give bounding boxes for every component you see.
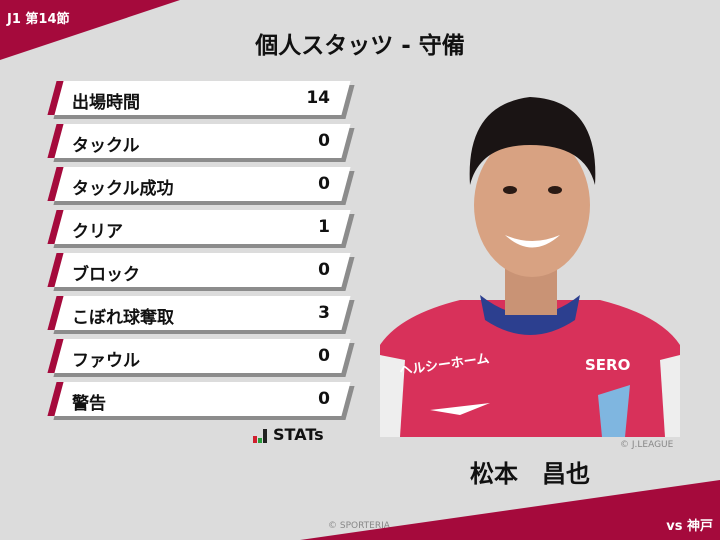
stat-value: 3 (318, 303, 330, 323)
stat-row: 出場時間 14 (47, 81, 355, 119)
stat-label: クリア (72, 222, 123, 242)
stat-row: タックル 0 (47, 124, 355, 162)
stat-label: 出場時間 (72, 93, 140, 113)
stat-value: 1 (318, 217, 330, 237)
stat-row: ブロック 0 (47, 253, 355, 291)
stat-value: 0 (318, 389, 330, 409)
stats-logo: STATs (253, 427, 324, 443)
stat-row: タックル成功 0 (47, 167, 355, 205)
stat-value: 14 (306, 88, 330, 108)
stat-label: タックル (72, 136, 140, 156)
stat-row: クリア 1 (47, 210, 355, 248)
stat-label: タックル成功 (72, 179, 174, 199)
stat-label: ブロック (72, 265, 140, 285)
stat-label: ファウル (72, 351, 140, 371)
corner-banner-bottom (300, 480, 720, 540)
stat-value: 0 (318, 346, 330, 366)
bar-chart-icon (253, 429, 267, 443)
opponent-label: vs 神戸 (666, 519, 713, 534)
stat-value: 0 (318, 174, 330, 194)
stat-label: 警告 (72, 394, 106, 414)
page-title: 個人スタッツ - 守備 (255, 33, 465, 59)
stat-value: 0 (318, 131, 330, 151)
stat-label: こぼれ球奪取 (72, 308, 174, 328)
jersey-logo: SERO (585, 356, 630, 374)
corner-banner (0, 0, 180, 60)
round-label: J1 第14節 (7, 12, 70, 27)
stat-row: ファウル 0 (47, 339, 355, 377)
logo-text: STATs (273, 425, 324, 444)
stat-row: 警告 0 (47, 382, 355, 420)
player-photo: ヘルシーホーム SERO (380, 75, 680, 437)
photo-credit: © J.LEAGUE (620, 440, 674, 450)
stat-value: 0 (318, 260, 330, 280)
stat-row: こぼれ球奪取 3 (47, 296, 355, 334)
